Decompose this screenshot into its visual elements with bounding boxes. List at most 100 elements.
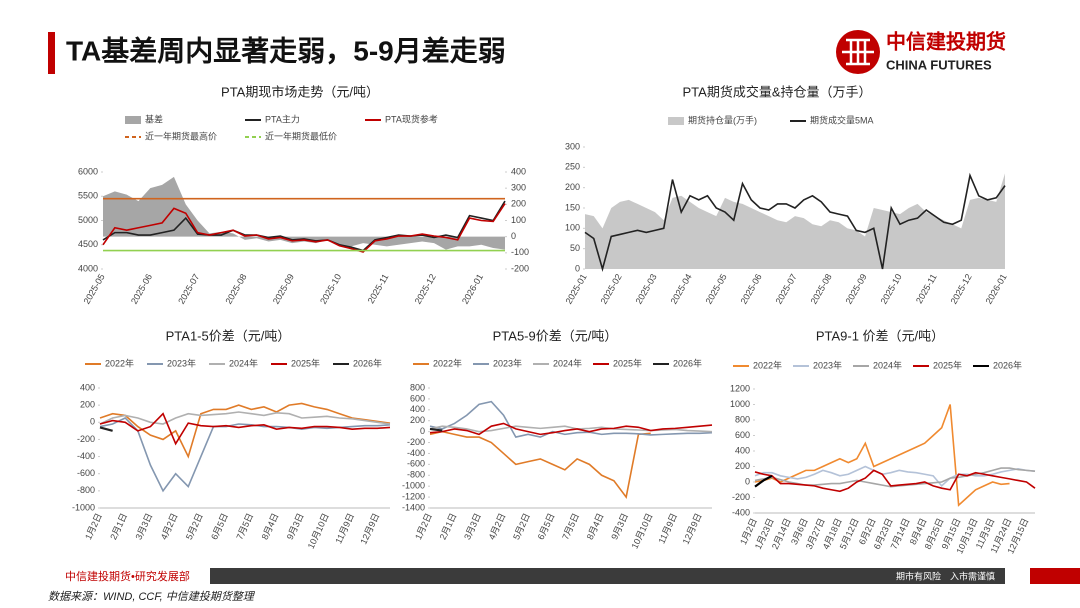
x-tick-label: 8月4日 — [260, 512, 281, 542]
y-tick-label: 6000 — [78, 166, 98, 176]
x-tick-label: 7月5日 — [560, 512, 581, 542]
y2-tick-label: -100 — [511, 247, 529, 257]
title-accent — [48, 32, 55, 74]
y-tick-label: 400 — [735, 445, 750, 455]
x-tick-label: 2025-12 — [949, 272, 974, 306]
y-tick-label: 0 — [745, 476, 750, 486]
legend-label: 2023年 — [167, 357, 196, 368]
line — [754, 404, 1010, 507]
line — [754, 474, 773, 488]
chart-title: PTA期现市场走势（元/吨） — [221, 84, 379, 99]
x-tick-label: 9月3日 — [285, 512, 306, 542]
line — [429, 427, 443, 432]
x-tick-label: 2025-01 — [564, 272, 589, 306]
legend-label: 期货成交量5MA — [810, 114, 874, 125]
y2-tick-label: 100 — [511, 215, 526, 225]
legend-label: PTA现货参考 — [385, 113, 438, 124]
chart-title: PTA期货成交量&持仓量（万手） — [683, 84, 872, 99]
x-tick-label: 12月9日 — [358, 512, 381, 546]
y-tick-label: 4500 — [78, 239, 98, 249]
legend-swatch — [668, 117, 684, 125]
legend-label: 2022年 — [105, 357, 134, 368]
x-tick-label: 12月9日 — [681, 512, 704, 546]
y-tick-label: 800 — [735, 414, 750, 424]
x-tick-label: 2025-09 — [844, 272, 869, 306]
x-tick-label: 11月9日 — [333, 512, 356, 546]
x-tick-label: 2025-03 — [634, 272, 659, 306]
footer-accent — [1030, 568, 1080, 584]
y-tick-label: 50 — [570, 243, 580, 253]
line — [429, 425, 713, 433]
y-tick-label: 0 — [420, 426, 425, 436]
y-tick-label: 200 — [735, 461, 750, 471]
line — [99, 426, 113, 432]
x-tick-label: 10月10日 — [630, 512, 655, 551]
x-tick-label: 2月1日 — [438, 512, 459, 542]
x-tick-label: 3月3日 — [462, 512, 483, 542]
y-tick-label: 4000 — [78, 263, 98, 273]
y-tick-label: 0 — [90, 417, 95, 427]
x-tick-label: 6月5日 — [209, 512, 230, 542]
x-tick-label: 2025-07 — [176, 272, 201, 306]
x-tick-label: 5月2日 — [184, 512, 205, 542]
y-tick-label: -800 — [407, 470, 425, 480]
footer-right: 期市有风险 入市需谨慎 — [896, 570, 995, 581]
y-tick-label: 300 — [565, 141, 580, 151]
y-tick-label: -200 — [77, 434, 95, 444]
x-tick-label: 2025-07 — [774, 272, 799, 306]
x-tick-label: 2026-01 — [984, 272, 1009, 306]
y-tick-label: -400 — [407, 448, 425, 458]
y-tick-label: 1200 — [730, 383, 750, 393]
y-tick-label: 200 — [410, 415, 425, 425]
line — [102, 203, 506, 253]
area — [103, 176, 505, 250]
legend-label: 近一年期货最低价 — [265, 130, 337, 141]
chart-title: PTA1-5价差（元/吨） — [166, 328, 291, 343]
x-tick-label: 2025-05 — [704, 272, 729, 306]
x-tick-label: 2025-05 — [82, 272, 107, 306]
legend-label: PTA主力 — [265, 113, 300, 124]
legend-label: 近一年期货最高价 — [145, 130, 217, 141]
x-tick-label: 2025-02 — [599, 272, 624, 306]
x-tick-label: 2025-11 — [914, 272, 939, 305]
x-tick-label: 9月3日 — [609, 512, 630, 542]
y-tick-label: 600 — [410, 393, 425, 403]
logo-en: CHINA FUTURES — [886, 57, 992, 72]
y-tick-label: 5500 — [78, 191, 98, 201]
y-tick-label: 150 — [565, 202, 580, 212]
y2-tick-label: 400 — [511, 166, 526, 176]
x-tick-label: 8月4日 — [585, 512, 606, 542]
x-tick-label: 3月3日 — [133, 512, 154, 542]
x-tick-label: 10月10日 — [306, 512, 331, 551]
y-tick-label: 0 — [575, 263, 580, 273]
chart-title: PTA9-1 价差（元/吨） — [816, 328, 944, 343]
legend-label: 2025年 — [933, 359, 962, 370]
legend-label: 2026年 — [673, 357, 702, 368]
logo: 中信建投期货 CHINA FUTURES — [836, 29, 1006, 74]
y-tick-label: 5000 — [78, 215, 98, 225]
line — [584, 172, 1006, 272]
x-tick-label: 11月9日 — [656, 512, 679, 546]
x-tick-label: 5月2日 — [511, 512, 532, 542]
legend-label: 2022年 — [753, 359, 782, 370]
legend-label: 2026年 — [993, 359, 1022, 370]
x-tick-label: 2025-10 — [318, 272, 343, 306]
line — [99, 411, 391, 425]
y-tick-label: -600 — [77, 468, 95, 478]
logo-cn: 中信建投期货 — [886, 29, 1006, 53]
footer-bar — [210, 568, 1005, 584]
x-tick-label: 2025-06 — [739, 272, 764, 306]
x-tick-label: 2025-11 — [366, 272, 391, 305]
y-tick-label: -1400 — [402, 502, 425, 512]
x-tick-label: 1月2日 — [83, 512, 104, 542]
y2-tick-label: 200 — [511, 199, 526, 209]
y-tick-label: 600 — [735, 430, 750, 440]
line — [429, 400, 713, 439]
y-tick-label: 250 — [565, 162, 580, 172]
y-tick-label: -600 — [407, 459, 425, 469]
line — [429, 430, 651, 500]
y-tick-label: 200 — [80, 400, 95, 410]
chart-title: PTA5-9价差（元/吨） — [493, 328, 618, 343]
x-tick-label: 1月2日 — [413, 512, 434, 542]
